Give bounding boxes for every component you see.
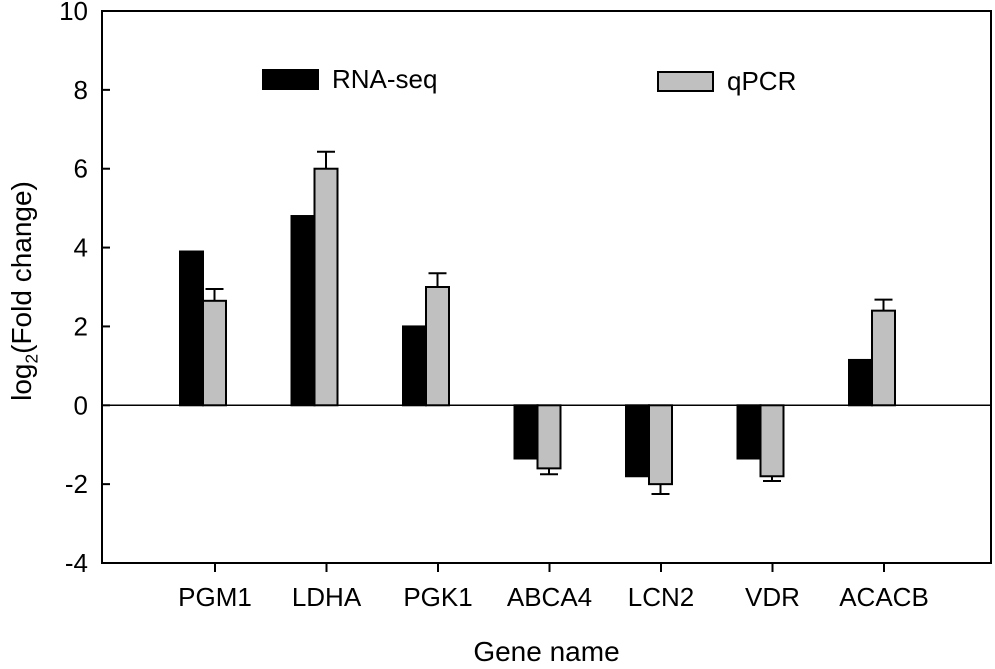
x-tick-label-pgk1: PGK1: [403, 582, 472, 612]
y-axis-title-subscript: 2: [21, 353, 42, 364]
bar-qpcr-pgm1: [202, 299, 227, 407]
x-tick-label-vdr: VDR: [745, 582, 800, 612]
y-tick-label--2: -2: [65, 469, 88, 499]
x-tick-label-abca4: ABCA4: [507, 582, 592, 612]
bar-rna-seq-pgk1: [402, 325, 427, 407]
legend-item-qpcr: qPCR: [657, 66, 797, 96]
y-tick-label--4: -4: [65, 548, 88, 578]
x-tick-label-pgm1: PGM1: [178, 582, 252, 612]
x-tick-label-acacb: ACACB: [839, 582, 929, 612]
x-axis-title: Gene name: [473, 636, 620, 667]
legend-label-rna-seq: RNA-seq: [332, 64, 438, 94]
plot-box: [101, 10, 992, 564]
bar-qpcr-acacb: [871, 309, 896, 407]
bar-rna-seq-vdr: [736, 404, 762, 460]
x-tick-label-ldha: LDHA: [292, 582, 362, 612]
bar-qpcr-vdr: [759, 404, 785, 478]
y-axis-title: log2(Fold change): [5, 41, 42, 541]
y-axis-title-rest: (Fold change): [6, 181, 37, 354]
y-tick-label-2: 2: [74, 311, 88, 341]
legend-label-qpcr: qPCR: [727, 66, 797, 96]
bar-rna-seq-ldha: [290, 215, 316, 407]
legend-item-rna-seq: RNA-seq: [262, 64, 438, 94]
x-tick-label-lcn2: LCN2: [628, 582, 694, 612]
y-tick-label-8: 8: [74, 75, 88, 105]
bar-qpcr-pgk1: [425, 286, 450, 407]
bar-qpcr-lcn2: [648, 404, 673, 486]
y-tick-label-10: 10: [59, 0, 88, 26]
bar-rna-seq-acacb: [848, 358, 873, 407]
legend-swatch-rna-seq: [262, 68, 319, 90]
y-tick-label-0: 0: [74, 390, 88, 420]
bar-rna-seq-abca4: [513, 404, 539, 460]
legend-swatch-qpcr: [657, 70, 714, 92]
bar-rna-seq-lcn2: [625, 404, 650, 478]
bar-qpcr-ldha: [313, 167, 339, 407]
y-tick-label-6: 6: [74, 154, 88, 184]
y-axis-title-prefix: log: [6, 363, 37, 401]
y-tick-label-4: 4: [74, 233, 88, 263]
bar-qpcr-abca4: [536, 404, 562, 470]
bar-rna-seq-pgm1: [179, 250, 204, 407]
